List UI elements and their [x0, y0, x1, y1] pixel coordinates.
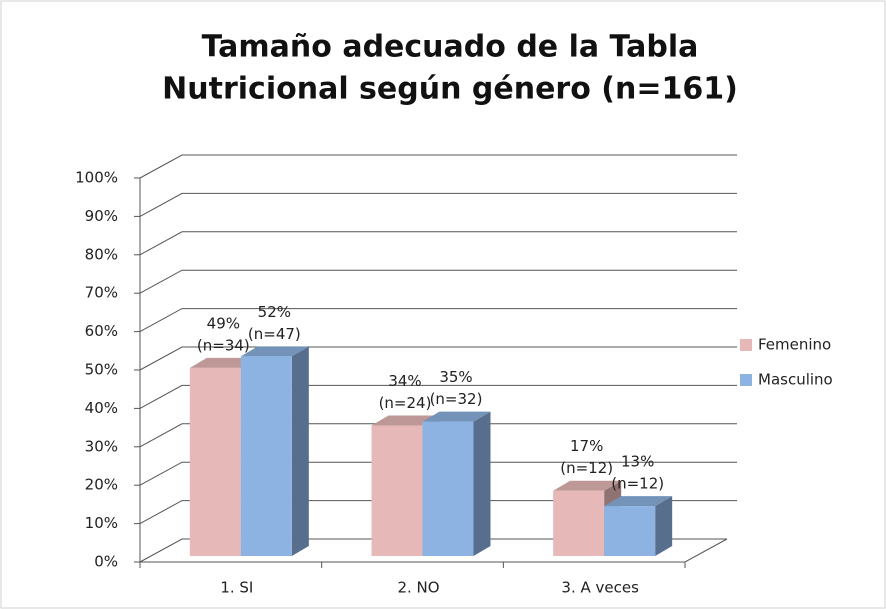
y-tick-label: 80% [85, 245, 118, 263]
bar-top [422, 411, 491, 422]
bar-top [553, 480, 622, 491]
data-label: (n=12) [611, 475, 664, 493]
grid-line [139, 154, 737, 179]
data-label: 17% [570, 437, 603, 455]
data-label: 52% [258, 303, 291, 321]
y-tick-label: 10% [85, 514, 118, 532]
data-label: (n=12) [560, 459, 613, 477]
x-tick-label: 2. NO [397, 579, 439, 597]
data-label: (n=24) [379, 394, 432, 412]
bar-side [655, 496, 673, 556]
legend-label: Femenino [758, 336, 831, 354]
data-label: 35% [439, 368, 472, 386]
data-label: 34% [388, 372, 421, 390]
grid-line [139, 192, 737, 217]
x-tick-label: 3. A veces [561, 579, 639, 597]
bar-side [291, 346, 309, 556]
data-label: (n=47) [248, 325, 301, 343]
grid-line [139, 461, 737, 486]
chart-title: Tamaño adecuado de la Tabla [202, 30, 699, 65]
bar-top [604, 496, 673, 507]
data-label: (n=34) [197, 336, 250, 354]
grid-line [139, 231, 737, 256]
bar [553, 490, 605, 556]
grid-line [139, 269, 737, 294]
y-tick-label: 30% [85, 437, 118, 455]
data-label: 13% [621, 453, 654, 471]
grid-line [139, 500, 737, 525]
bar [371, 425, 423, 556]
grid-line [139, 423, 737, 448]
y-tick-label: 40% [85, 399, 118, 417]
bar-top [240, 346, 309, 357]
chart-title: Nutricional según género (n=161) [162, 72, 738, 107]
bar [240, 356, 292, 556]
bar [604, 506, 656, 556]
y-tick-label: 0% [94, 553, 118, 571]
legend-label: Masculino [758, 371, 833, 389]
y-tick-label: 50% [85, 361, 118, 379]
x-tick-label: 1. SI [220, 579, 253, 597]
bar [422, 421, 474, 556]
grid-line [139, 346, 737, 371]
grid-line [139, 384, 737, 409]
y-tick-label: 100% [75, 169, 118, 187]
data-label: (n=32) [430, 390, 483, 408]
bar-side [473, 411, 491, 556]
legend-swatch [740, 374, 752, 386]
data-label: 49% [207, 314, 240, 332]
grid-line [139, 308, 737, 333]
y-tick-label: 20% [85, 476, 118, 494]
legend-swatch [740, 339, 752, 351]
y-tick-label: 90% [85, 207, 118, 225]
bar [189, 367, 241, 556]
y-tick-label: 60% [85, 322, 118, 340]
y-tick-label: 70% [85, 284, 118, 302]
